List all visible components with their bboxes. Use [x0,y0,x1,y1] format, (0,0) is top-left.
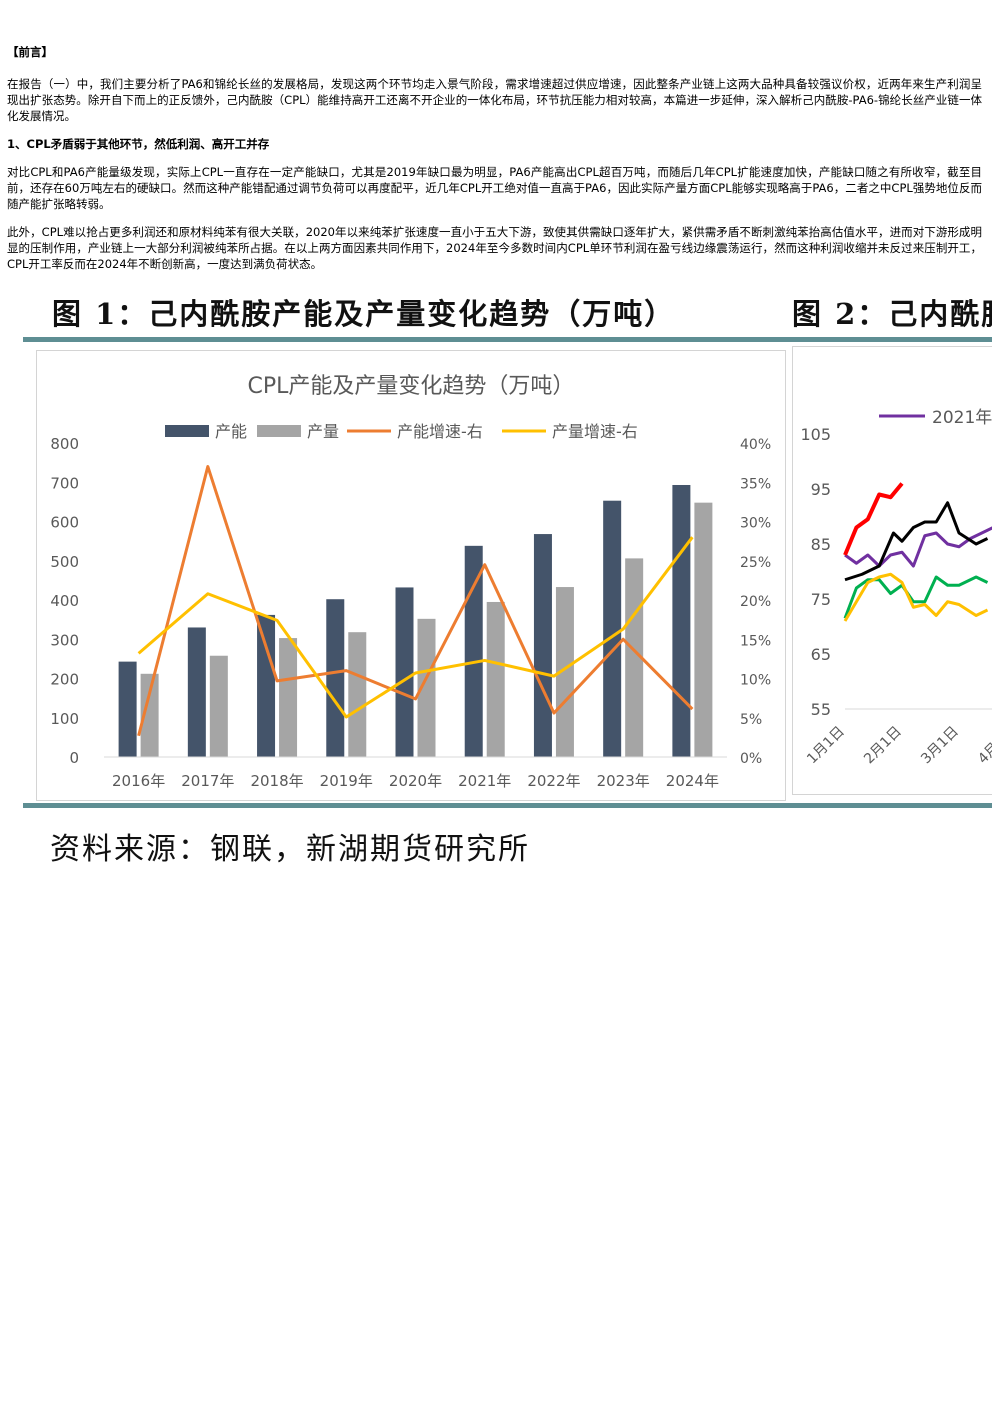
x-tick-label: 2020年 [389,772,442,790]
figure-bottom-rule [23,803,992,808]
bar-output [348,632,367,757]
x-tick-label: 2023年 [597,772,650,790]
legend-label-3: 产量增速-右 [552,422,638,441]
chart-2-series-line [844,526,992,568]
y-left-tick-label: 300 [50,631,79,649]
chart-2-x-tick-label: 3月1日 [918,724,962,768]
y-right-tick-label: 30% [740,516,771,532]
bar-output [417,618,436,757]
y-left-tick-label: 800 [50,435,79,453]
bar-output [486,601,505,757]
figure-1-title: 图 1：己内酰胺产能及产量变化趋势（万吨） [52,297,676,331]
chart-2-legend-label: 2021年 [932,408,992,428]
y-left-tick-label: 400 [50,592,79,610]
bar-capacity [533,534,552,757]
chart-2-svg: 2021年 55 65 75 85 95 105 1月1日 2月1日 3月1日 4月1日 [800,408,992,768]
y-left-tick-label: 600 [50,514,79,532]
legend-swatch-1 [257,425,301,437]
bar-output [279,638,298,757]
chart-1-frame: CPL产能及产量变化趋势（万吨） 产能 产量 产能增速-右 产量增速-右 0 100 200 3… [36,350,786,801]
y-left-tick-label: 200 [50,671,79,689]
y-left-tick-label: 500 [50,553,79,571]
y-left-tick-label: 100 [50,710,79,728]
article-body: 【前言】 在报告（一）中，我们主要分析了PA6和锦纶长丝的发展格局，发现这两个环… [7,44,982,284]
y-left-tick-label: 700 [50,474,79,492]
legend-label-0: 产能 [215,422,247,441]
bar-capacity [118,661,137,757]
chart-2-y-tick-label: 85 [811,535,831,554]
chart-1-title: CPL产能及产量变化趋势（万吨） [248,374,575,399]
chart-2-series-line [843,572,989,622]
line-capacity-growth [137,465,694,737]
y-right-tick-label: 5% [740,712,762,728]
bar-capacity [187,627,206,757]
bar-output [140,673,159,757]
y-left-tick-label: 0 [69,749,79,767]
chart-2-frame: 2021年 55 65 75 85 95 105 1月1日 2月1日 3月1日 4月1日 [792,346,992,795]
chart-2-y-tick-label: 105 [800,425,831,444]
paragraph-1: 在报告（一）中，我们主要分析了PA6和锦纶长丝的发展格局，发现这两个环节均走入景… [7,77,982,123]
y-right-tick-label: 25% [740,555,771,571]
x-tick-label: 2016年 [112,772,165,790]
preface-heading: 【前言】 [7,45,53,59]
chart-2-y-tick-label: 65 [811,645,831,664]
figure-2-title: 图 2：己内酰胺 [792,297,992,331]
y-right-tick-label: 35% [740,476,771,492]
paragraph-2: 对比CPL和PA6产能量级发现，实际上CPL一直存在一定产能缺口，尤其是2019… [7,165,982,211]
figure-top-rule [23,337,992,342]
chart-2-series-line [844,501,989,582]
x-tick-label: 2024年 [666,772,719,790]
bar-output [694,502,713,757]
chart-2-series-line [843,575,989,619]
x-tick-label: 2019年 [320,772,373,790]
chart-2-x-tick-label: 2月1日 [861,724,905,768]
chart-2-x-tick-label: 1月1日 [804,724,848,768]
legend-label-2: 产能增速-右 [397,422,483,441]
chart-2-series-line [843,482,904,556]
section-1-heading: 1、CPL矛盾弱于其他环节，然低利润、高开工并存 [7,137,270,151]
bar-capacity [326,599,345,757]
chart-1-svg: CPL产能及产量变化趋势（万吨） 产能 产量 产能增速-右 产量增速-右 0 100 200 3… [50,374,771,790]
y-right-tick-label: 10% [740,673,771,689]
y-right-tick-label: 20% [740,594,771,610]
source-note: 资料来源：钢联，新湖期货研究所 [50,832,530,867]
x-tick-label: 2018年 [250,772,303,790]
bar-output [209,655,228,757]
x-tick-label: 2022年 [527,772,580,790]
legend-swatch-0 [165,425,209,437]
paragraph-3: 此外，CPL难以抢占更多利润还和原材料纯苯有很大关联，2020年以来纯苯扩张速度… [7,225,982,271]
y-right-tick-label: 15% [740,633,771,649]
chart-2-y-tick-label: 55 [811,700,831,719]
x-tick-label: 2017年 [181,772,234,790]
chart-2-y-tick-label: 75 [811,590,831,609]
line-output-growth [137,536,694,719]
chart-2-y-tick-label: 95 [811,480,831,499]
chart-2-x-tick-label: 4月1日 [975,724,992,768]
bar-capacity [464,545,483,757]
bar-capacity [672,484,691,757]
bar-capacity [257,614,276,757]
x-tick-label: 2021年 [458,772,511,790]
bar-capacity [395,587,414,757]
bar-capacity [603,500,622,757]
y-right-tick-label: 0% [740,751,762,767]
legend-label-1: 产量 [307,422,339,441]
bar-output [555,587,574,757]
y-right-tick-label: 40% [740,437,771,453]
